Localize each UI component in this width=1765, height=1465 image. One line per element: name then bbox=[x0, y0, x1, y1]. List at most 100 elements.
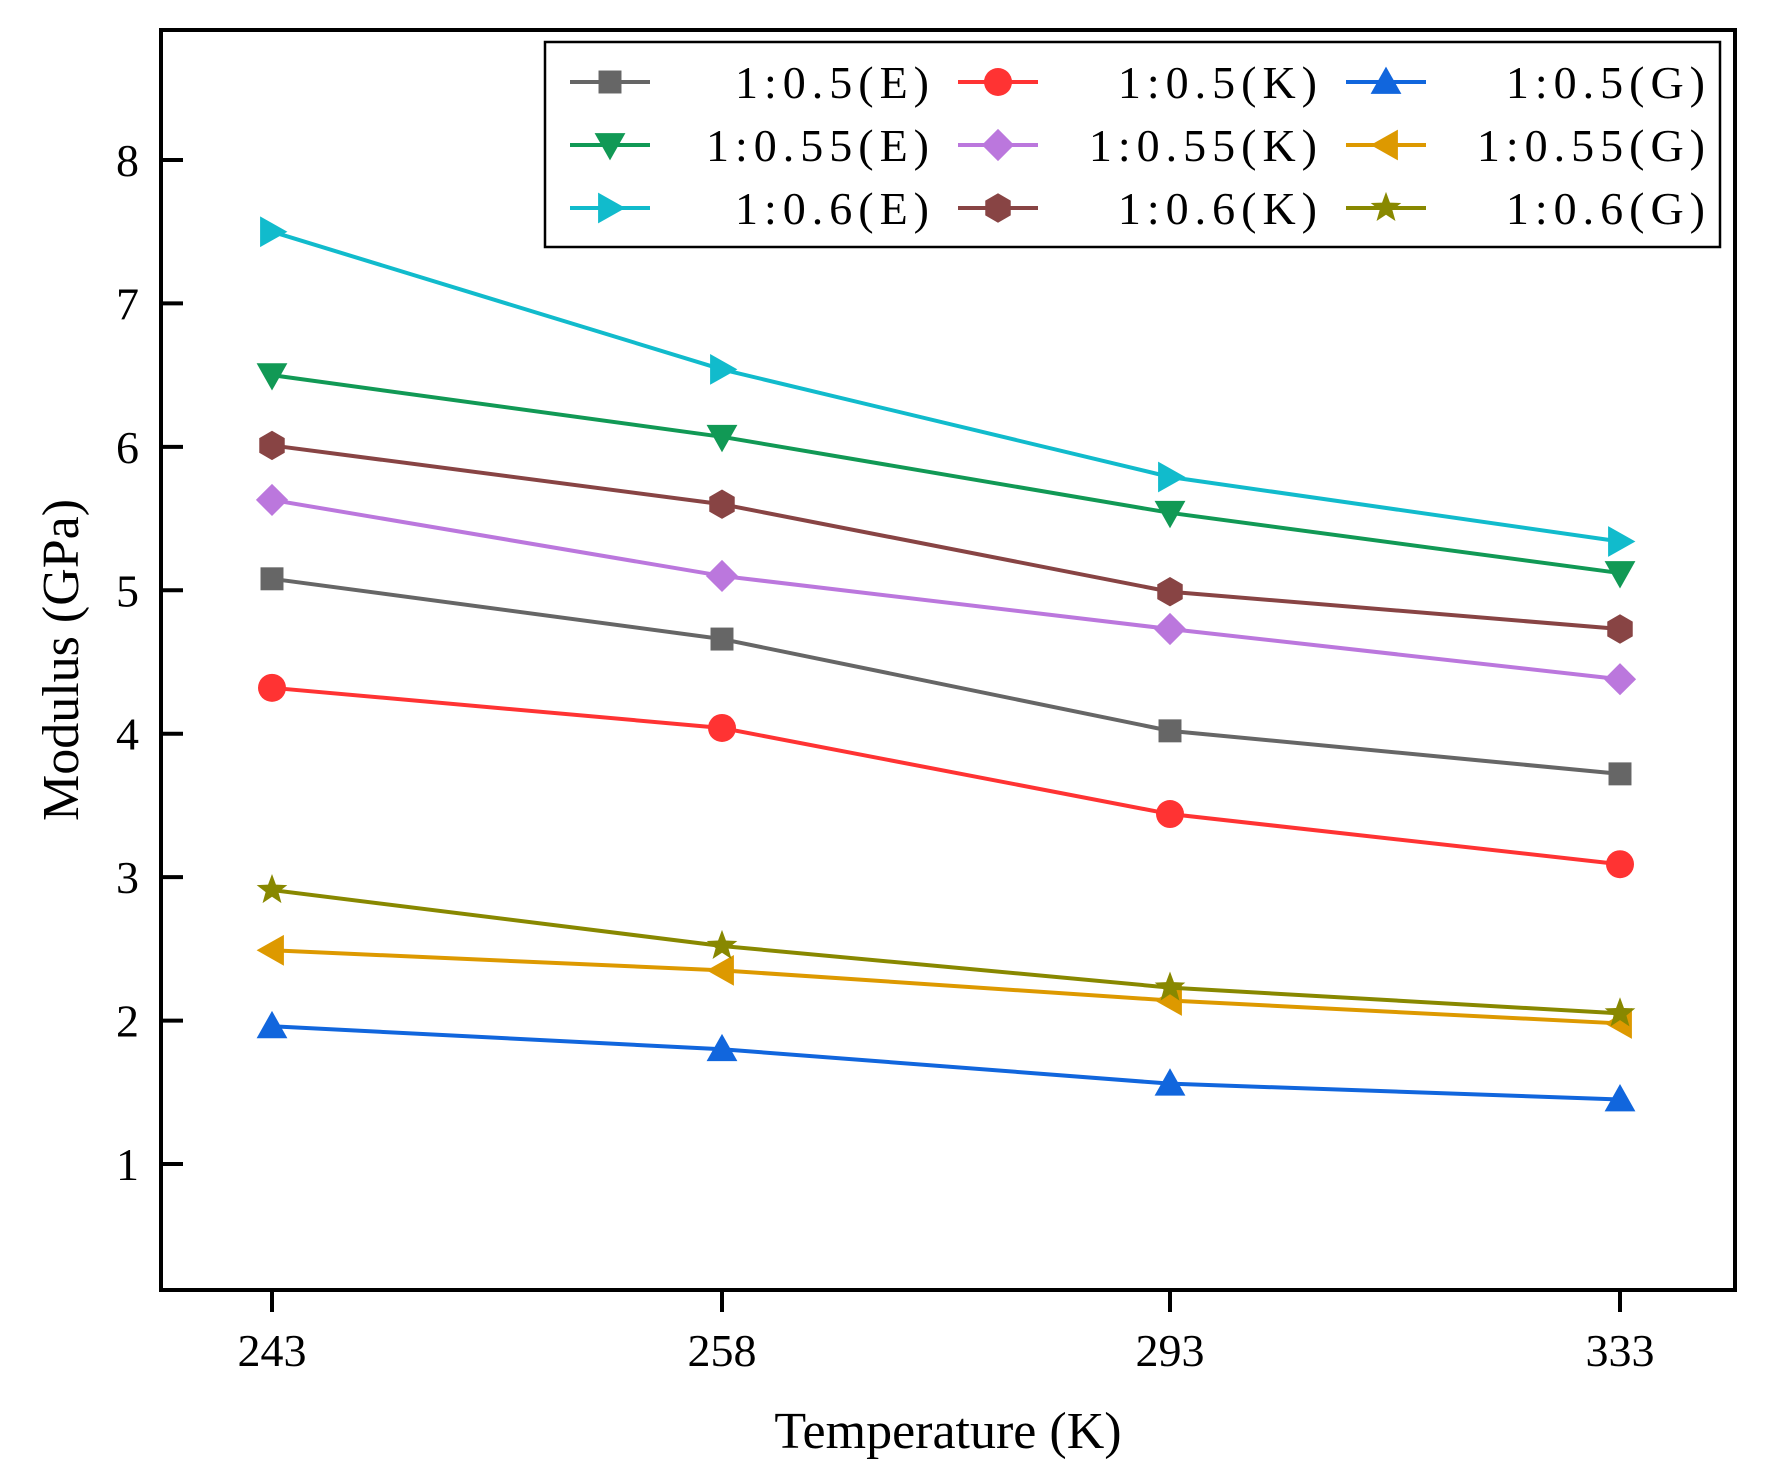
data-point bbox=[706, 954, 734, 986]
data-point bbox=[1603, 663, 1637, 696]
x-tick-label: 293 bbox=[1136, 1325, 1205, 1376]
data-point bbox=[255, 483, 289, 517]
series-1:0.55(K) bbox=[255, 483, 1637, 696]
marker-star bbox=[1370, 191, 1402, 222]
y-axis-title: Modulus (GPa) bbox=[33, 499, 90, 821]
data-point bbox=[709, 489, 735, 519]
marker-square bbox=[598, 70, 622, 94]
marker-triangle-left bbox=[1370, 129, 1398, 161]
series-line bbox=[271, 888, 1621, 1016]
series-1:0.6(G) bbox=[256, 873, 1636, 1027]
data-point bbox=[710, 354, 738, 385]
x-tick-label: 258 bbox=[688, 1325, 757, 1376]
series-line bbox=[271, 1024, 1621, 1102]
data-point bbox=[1158, 719, 1182, 743]
legend-item: 1:0.6(G) bbox=[1346, 183, 1711, 234]
series-1:0.5(G) bbox=[256, 1010, 1636, 1112]
series-line bbox=[271, 576, 1621, 776]
data-point bbox=[260, 567, 284, 591]
legend-item: 1:0.5(K) bbox=[958, 57, 1323, 108]
legend-label: 1:0.55(K) bbox=[1089, 120, 1323, 171]
data-point bbox=[1604, 1084, 1636, 1112]
series-line bbox=[271, 373, 1621, 576]
data-point bbox=[258, 673, 286, 702]
legend-item: 1:0.5(E) bbox=[570, 57, 935, 108]
legend-item: 1:0.55(G) bbox=[1346, 120, 1711, 171]
data-point bbox=[259, 430, 285, 461]
series-1:0.5(K) bbox=[258, 673, 1634, 879]
data-point bbox=[1156, 800, 1184, 829]
legend-label: 1:0.55(E) bbox=[706, 120, 935, 171]
marker-hexagon bbox=[985, 193, 1011, 223]
series-line bbox=[271, 497, 1621, 682]
data-point bbox=[256, 934, 284, 966]
series-line bbox=[271, 443, 1621, 632]
data-point bbox=[1154, 1068, 1186, 1096]
x-axis: 243 258 293 333 bbox=[238, 1290, 1655, 1376]
data-point bbox=[708, 713, 736, 742]
data-point bbox=[706, 424, 738, 453]
data-point bbox=[1157, 577, 1183, 607]
y-tick-label: 4 bbox=[116, 709, 139, 760]
data-point bbox=[1154, 500, 1186, 529]
y-tick-label: 7 bbox=[116, 278, 139, 329]
legend: 1:0.5(E) 1:0.5(K) 1:0.5(G) 1:0.55(E) 1:0.55(… bbox=[543, 40, 1722, 249]
data-point bbox=[256, 363, 288, 391]
data-point bbox=[1604, 997, 1636, 1027]
marker-triangle-right bbox=[598, 192, 626, 224]
series-1:0.6(E) bbox=[260, 216, 1636, 557]
y-tick-label: 2 bbox=[116, 996, 139, 1047]
series-line bbox=[271, 685, 1621, 867]
data-point bbox=[1607, 614, 1633, 644]
data-point bbox=[706, 1033, 738, 1062]
marker-diamond bbox=[981, 128, 1015, 162]
y-tick-label: 1 bbox=[116, 1139, 139, 1190]
data-point bbox=[1153, 612, 1187, 646]
series-line bbox=[271, 948, 1621, 1026]
data-point bbox=[1158, 461, 1186, 493]
series-1:0.5(E) bbox=[260, 567, 1632, 786]
marker-triangle-down bbox=[594, 133, 626, 161]
data-point bbox=[260, 216, 288, 248]
series-1:0.55(G) bbox=[256, 934, 1632, 1039]
data-point bbox=[1608, 526, 1636, 557]
legend-box bbox=[543, 40, 1722, 249]
x-axis-title: Temperature (K) bbox=[774, 1403, 1121, 1460]
series-line bbox=[271, 229, 1621, 544]
legend-label: 1:0.5(E) bbox=[735, 57, 935, 108]
series-1:0.55(E) bbox=[256, 363, 1636, 589]
legend-label: 1:0.6(E) bbox=[735, 183, 935, 234]
data-point bbox=[1606, 850, 1634, 879]
series-layer bbox=[255, 216, 1637, 1112]
y-tick-label: 5 bbox=[116, 565, 139, 616]
y-axis: 1 2 3 4 5 6 7 8 bbox=[116, 135, 183, 1190]
y-tick-label: 8 bbox=[116, 135, 139, 186]
x-tick-label: 333 bbox=[1586, 1325, 1655, 1376]
legend-item: 1:0.6(K) bbox=[958, 183, 1323, 234]
legend-item: 1:0.55(K) bbox=[958, 120, 1323, 171]
marker-triangle-up bbox=[1370, 66, 1402, 94]
legend-label: 1:0.55(G) bbox=[1477, 120, 1711, 171]
data-point bbox=[705, 559, 739, 593]
y-tick-label: 3 bbox=[116, 852, 139, 903]
plot-frame bbox=[159, 28, 1737, 1292]
legend-label: 1:0.5(K) bbox=[1118, 57, 1323, 108]
data-point bbox=[256, 1010, 288, 1039]
data-point bbox=[1154, 971, 1186, 1001]
data-point bbox=[1608, 762, 1632, 786]
legend-item: 1:0.55(E) bbox=[570, 120, 935, 171]
legend-label: 1:0.6(G) bbox=[1506, 183, 1711, 234]
data-point bbox=[256, 873, 288, 904]
marker-circle bbox=[984, 68, 1012, 96]
legend-label: 1:0.5(G) bbox=[1506, 57, 1711, 108]
x-tick-label: 243 bbox=[238, 1325, 307, 1376]
data-point bbox=[706, 929, 738, 960]
legend-label: 1:0.6(K) bbox=[1118, 183, 1323, 234]
legend-item: 1:0.5(G) bbox=[1346, 57, 1711, 108]
series-1:0.6(K) bbox=[259, 430, 1633, 644]
y-tick-label: 6 bbox=[116, 422, 139, 473]
data-point bbox=[1604, 561, 1636, 589]
data-point bbox=[710, 627, 734, 651]
